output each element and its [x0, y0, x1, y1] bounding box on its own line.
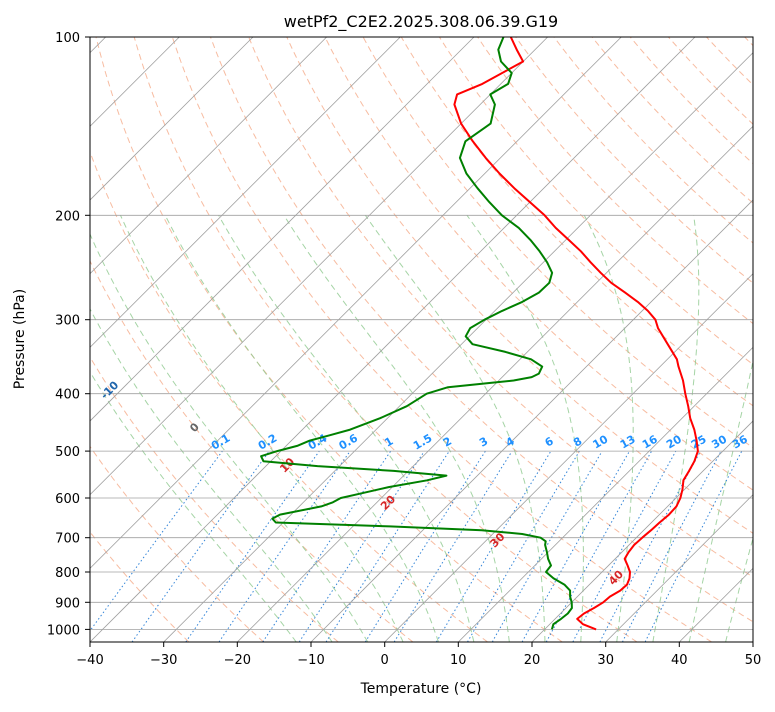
y-tick-label: 100 — [55, 31, 80, 46]
y-tick-label: 300 — [55, 314, 80, 329]
y-tick-label: 700 — [55, 532, 80, 547]
x-tick-label: −30 — [150, 653, 177, 668]
chart-title: wetPf2_C2E2.2025.308.06.39.G19 — [284, 12, 558, 32]
y-axis-label: Pressure (hPa) — [12, 289, 28, 389]
y-tick-label: 900 — [55, 596, 80, 611]
y-tick-label: 1000 — [47, 623, 80, 638]
x-tick-label: 40 — [671, 653, 688, 668]
x-axis-label: Temperature (°C) — [360, 681, 482, 697]
y-tick-label: 400 — [55, 388, 80, 403]
x-tick-label: 20 — [524, 653, 541, 668]
x-tick-label: −20 — [224, 653, 251, 668]
y-tick-label: 200 — [55, 209, 80, 224]
x-tick-label: 50 — [745, 653, 762, 668]
x-tick-label: 0 — [381, 653, 389, 668]
y-tick-label: 500 — [55, 445, 80, 460]
x-tick-label: 10 — [450, 653, 467, 668]
y-tick-label: 800 — [55, 566, 80, 581]
y-tick-label: 600 — [55, 492, 80, 507]
x-tick-label: 30 — [597, 653, 614, 668]
x-tick-label: −10 — [297, 653, 324, 668]
x-tick-label: −40 — [76, 653, 103, 668]
